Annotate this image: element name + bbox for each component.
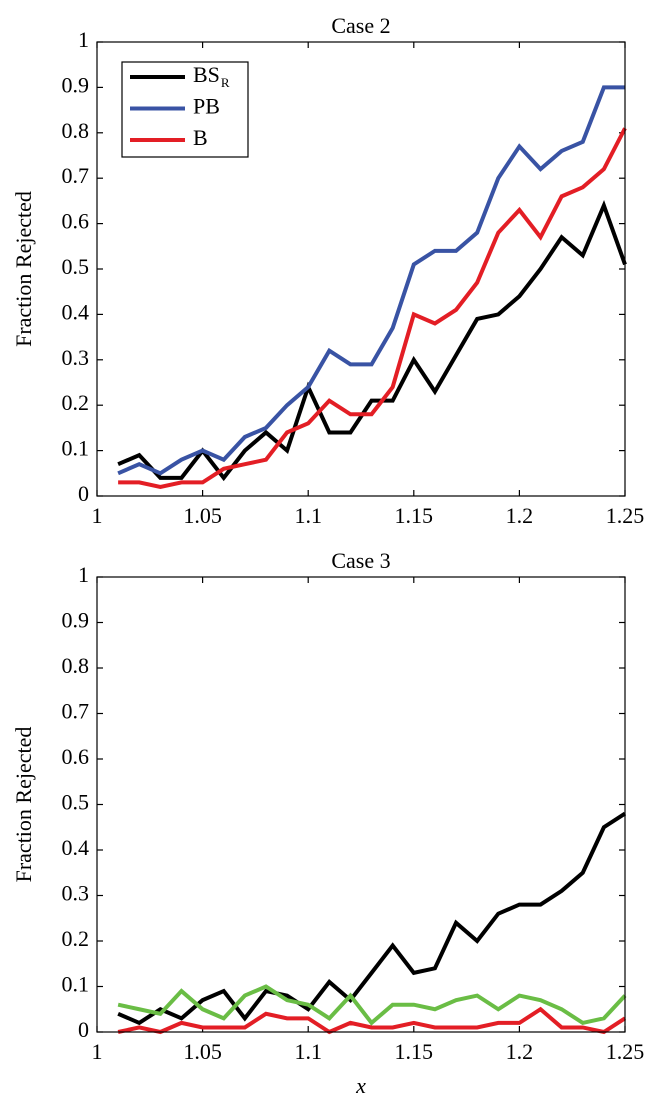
data-line — [118, 127, 627, 489]
legend-label: B — [193, 125, 208, 150]
x-tick-label: 1 — [92, 1039, 103, 1064]
y-tick-label: 0.1 — [62, 436, 90, 461]
y-tick-label: 0.5 — [62, 254, 90, 279]
x-tick-label: 1.2 — [506, 1039, 534, 1064]
x-tick-label: 1.25 — [606, 1039, 645, 1064]
y-tick-label: 0.9 — [62, 608, 90, 633]
y-tick-label: 0.3 — [62, 345, 90, 370]
y-tick-label: 0.2 — [62, 926, 90, 951]
y-tick-label: 0.3 — [62, 881, 90, 906]
data-line — [117, 984, 627, 1026]
y-axis-label: Fraction Rejected — [11, 191, 36, 347]
x-tick-label: 1.05 — [183, 1039, 222, 1064]
data-line — [117, 811, 627, 1026]
data-line — [117, 85, 625, 476]
x-tick-label: 1.25 — [606, 503, 645, 528]
y-tick-label: 0.8 — [62, 653, 90, 678]
chart-title: Case 2 — [331, 13, 390, 38]
y-tick-label: 0.1 — [62, 972, 90, 997]
legend: BS RPB B — [121, 61, 249, 158]
legend-label: PB — [193, 94, 220, 119]
y-tick-label: 0 — [78, 1017, 89, 1042]
data-line — [117, 1006, 627, 1035]
legend-label: BS — [193, 62, 220, 87]
y-tick-label: 0.4 — [62, 299, 90, 324]
y-tick-label: 0.6 — [62, 209, 90, 234]
axes-frame — [96, 41, 626, 497]
y-tick-label: 0.7 — [62, 699, 90, 724]
y-tick-label: 0.6 — [62, 744, 90, 769]
y-tick-label: 0.5 — [62, 790, 90, 815]
x-tick-label: 1.2 — [506, 503, 534, 528]
y-tick-label: 0.2 — [62, 390, 90, 415]
y-tick-label: 0.7 — [62, 163, 90, 188]
subplot: Case 3 Fraction Rejected x 0 0.1 0.2 0.3 0.4 0.5… — [11, 548, 644, 1096]
x-tick-label: 1.05 — [183, 503, 222, 528]
chart-title: Case 3 — [331, 548, 390, 573]
x-tick-label: 1.15 — [395, 1039, 434, 1064]
y-axis-label: Fraction Rejected — [11, 727, 36, 883]
x-tick-label: 1.1 — [294, 1039, 322, 1064]
subplot: Case 2 Fraction Rejected 0 0.1 0.2 0.3 0.4 0.5 0… — [11, 13, 644, 528]
legend-label-subscript: R — [221, 75, 230, 90]
x-tick-label: 1 — [92, 503, 103, 528]
y-tick-label: 0.8 — [62, 118, 90, 143]
data-line — [117, 199, 627, 482]
y-tick-label: 0.9 — [62, 72, 90, 97]
x-tick-label: 1.1 — [294, 503, 322, 528]
axes-frame — [96, 576, 626, 1033]
y-tick-label: 0 — [78, 481, 89, 506]
y-tick-label: 1 — [78, 27, 89, 52]
y-tick-label: 0.4 — [62, 835, 90, 860]
y-tick-label: 1 — [78, 562, 89, 587]
x-tick-label: 1.15 — [395, 503, 434, 528]
x-axis-label: x — [355, 1073, 366, 1096]
